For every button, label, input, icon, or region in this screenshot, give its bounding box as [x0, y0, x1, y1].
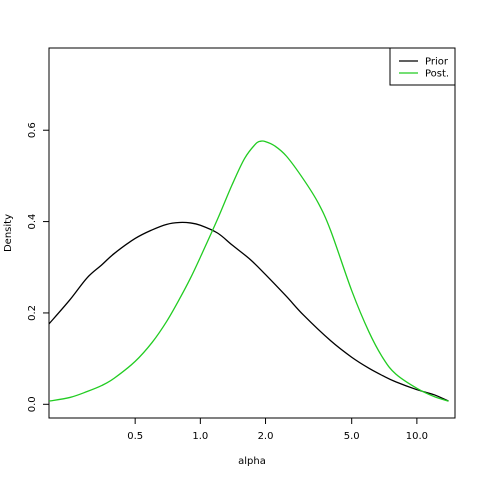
- y-axis: 0.0 0.2 0.4 0.6: [27, 122, 49, 412]
- y-tick-label: 0.2: [27, 305, 38, 321]
- legend: Prior Post.: [389, 47, 456, 86]
- y-tick-label: 0.0: [27, 396, 38, 412]
- legend-label-post: Post.: [425, 69, 449, 80]
- x-tick-label: 5.0: [344, 431, 360, 442]
- y-tick-label: 0.4: [27, 214, 38, 230]
- y-tick-label: 0.6: [27, 122, 38, 138]
- series-layer: [48, 140, 449, 402]
- legend-box: [389, 47, 456, 86]
- x-tick-label: 1.0: [192, 431, 208, 442]
- x-tick-label: 0.5: [127, 431, 143, 442]
- x-axis-label: alpha: [238, 456, 266, 467]
- x-axis: 0.5 1.0 2.0 5.0 10.0: [127, 418, 428, 442]
- series-line-prior: [48, 221, 449, 402]
- y-axis-label: Density: [3, 214, 14, 252]
- series-line-post: [48, 140, 449, 402]
- legend-label-prior: Prior: [425, 57, 449, 68]
- x-tick-label: 10.0: [406, 431, 428, 442]
- plot-frame: [48, 47, 456, 419]
- x-tick-label: 2.0: [258, 431, 274, 442]
